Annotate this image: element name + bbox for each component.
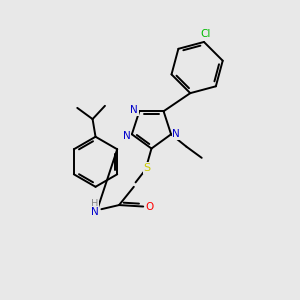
Text: N: N [172,129,180,139]
Text: O: O [146,202,154,212]
Text: N: N [123,131,130,141]
Text: H: H [91,199,98,209]
Text: N: N [130,105,138,115]
Text: Cl: Cl [200,29,211,39]
Text: N: N [91,207,98,217]
Text: S: S [143,163,151,173]
